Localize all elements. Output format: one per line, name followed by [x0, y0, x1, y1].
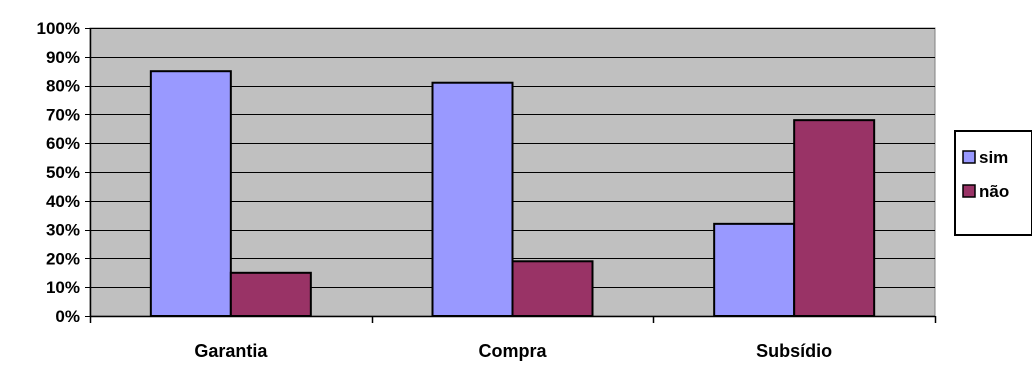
y-tick-label: 60%	[46, 134, 80, 153]
y-tick-label: 70%	[46, 105, 80, 124]
y-tick-label: 80%	[46, 77, 80, 96]
legend-label-sim: sim	[979, 148, 1008, 167]
y-tick-label: 0%	[55, 307, 80, 326]
bar-sim-1	[431, 81, 514, 317]
y-tick-label: 90%	[46, 48, 80, 67]
y-tick-label: 20%	[46, 249, 80, 268]
x-tick-label: Garantia	[194, 341, 268, 361]
bar-não-2	[793, 119, 876, 317]
y-tick-label: 40%	[46, 192, 80, 211]
legend-swatch-sim	[962, 150, 976, 164]
legend-label-não: não	[979, 182, 1009, 201]
legend-swatch-não	[962, 184, 976, 198]
y-tick-label: 30%	[46, 221, 80, 240]
bar-não-1	[511, 260, 594, 317]
bar-sim-2	[713, 222, 796, 317]
bar-não-0	[229, 271, 312, 317]
x-tick-label: Compra	[478, 341, 547, 361]
legend	[954, 130, 1032, 236]
y-tick-label: 50%	[46, 163, 80, 182]
bar-sim-0	[149, 70, 232, 317]
y-tick-label: 100%	[37, 19, 80, 38]
x-tick-label: Subsídio	[756, 341, 832, 361]
y-tick-label: 10%	[46, 278, 80, 297]
